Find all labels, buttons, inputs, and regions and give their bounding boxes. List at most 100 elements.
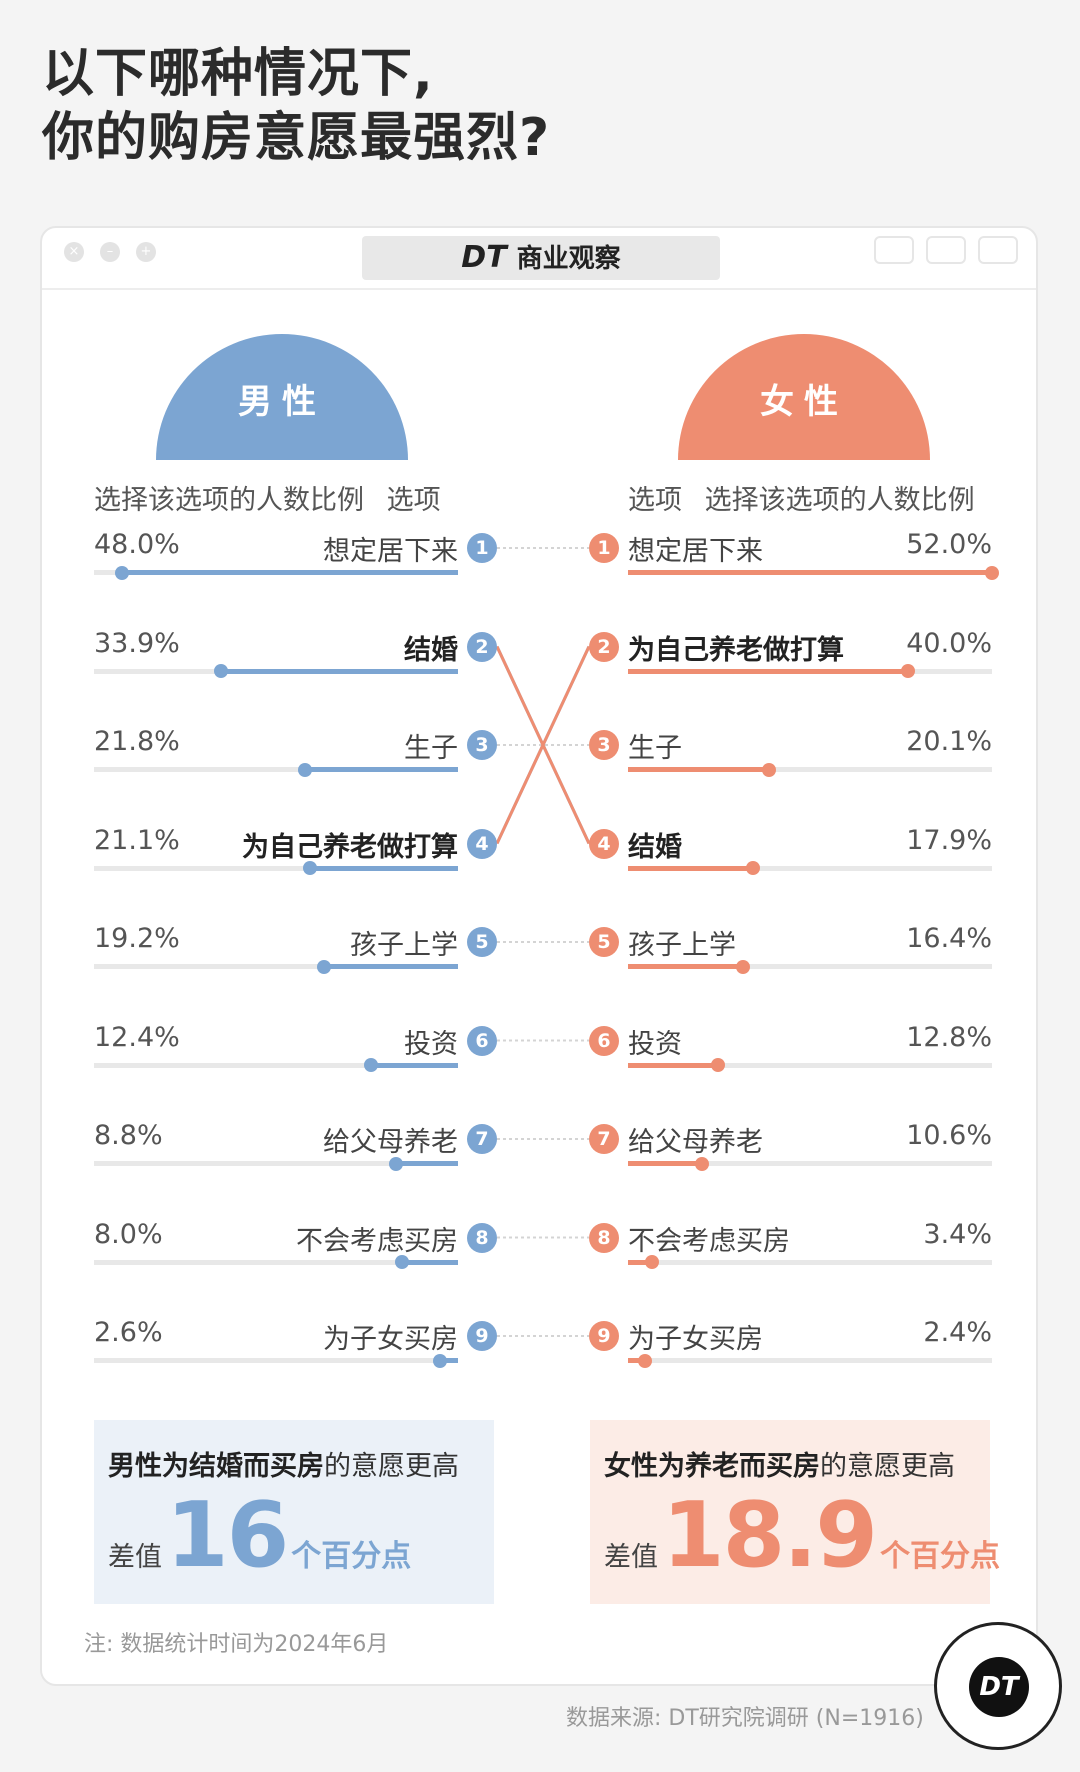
female-value-label: 3.4%: [923, 1218, 992, 1250]
male-rank-badge: 4: [467, 828, 497, 859]
male-callout-row: 差值16 个百分点: [108, 1483, 411, 1588]
record-icon: [874, 236, 914, 264]
male-value-label: 12.4%: [94, 1021, 180, 1053]
female-rank-badge: 4: [589, 828, 619, 859]
male-bar-track: [94, 767, 458, 772]
female-rank-badge: 6: [589, 1025, 619, 1056]
female-bar: [628, 1358, 645, 1363]
female-bar: [628, 964, 743, 969]
male-option-label: 想定居下来: [323, 536, 458, 567]
male-option-label: 生子: [404, 733, 458, 764]
male-bar-dot: [303, 861, 318, 875]
male-option-label: 孩子上学: [350, 930, 458, 961]
female-bar-dot: [735, 959, 750, 974]
male-rank-badge: 8: [467, 1222, 497, 1253]
male-bar-track: [94, 964, 458, 969]
female-bar-track: [628, 1062, 992, 1068]
female-callout-bold: 女性为养老而买房: [604, 1451, 820, 1482]
brand-name: 商业观察: [516, 244, 621, 274]
female-diff-label: 差值: [604, 1542, 658, 1573]
male-option-label: 为子女买房: [323, 1324, 458, 1355]
female-bar-track: [628, 1358, 992, 1363]
male-value-label: 8.0%: [94, 1218, 163, 1250]
male-value-label: 21.8%: [94, 726, 180, 757]
female-diff-value: 18.9: [662, 1483, 878, 1588]
male-rank-badge: 3: [467, 730, 497, 760]
female-option-label: 生子: [628, 733, 682, 764]
male-bar-track: [94, 1062, 458, 1068]
male-bar-dot: [395, 1255, 409, 1269]
male-bar-dot: [389, 1156, 404, 1171]
male-value-label: 33.9%: [94, 627, 180, 659]
male-rank-badge: 9: [467, 1321, 497, 1351]
window-bar: × – + DT 商业观察: [42, 228, 1036, 290]
male-value-label: 8.8%: [94, 1120, 163, 1151]
dt-logo: DT: [934, 1622, 1062, 1750]
title-line-1: 以下哪种情况下,: [42, 44, 434, 104]
data-source: 数据来源: DT研究院调研 (N=1916): [566, 1706, 924, 1731]
page-title: 以下哪种情况下, 你的购房意愿最强烈?: [42, 42, 550, 170]
female-bar: [628, 767, 769, 772]
female-bar-track: [628, 964, 992, 969]
female-value-label: 20.1%: [906, 726, 992, 757]
female-value-label: 2.4%: [923, 1317, 992, 1348]
male-diff-value: 16: [166, 1483, 289, 1588]
male-bar: [402, 1259, 458, 1265]
minimize-icon: –: [100, 242, 120, 262]
male-bar-track: [94, 1358, 458, 1363]
male-callout-head: 男性为结婚而买房的意愿更高: [108, 1444, 480, 1483]
male-bar-dot: [213, 664, 228, 678]
female-bar-dot: [746, 861, 761, 875]
title-line-2: 你的购房意愿最强烈?: [42, 108, 551, 168]
maximize-icon: +: [136, 242, 156, 262]
footnote: 注: 数据统计时间为2024年6月: [84, 1632, 389, 1657]
female-callout: 女性为养老而买房的意愿更高 差值18.9 个百分点: [590, 1420, 1000, 1604]
male-value-label: 19.2%: [94, 923, 180, 954]
male-bar: [396, 1161, 458, 1166]
male-value-label: 2.6%: [94, 1317, 163, 1348]
male-bar-track: [94, 1161, 458, 1166]
female-callout-head: 女性为养老而买房的意愿更高: [604, 1444, 976, 1483]
male-value-label: 48.0%: [94, 529, 180, 560]
male-column-header: 选择该选项的人数比例 选项: [94, 478, 441, 517]
female-bar: [628, 668, 908, 674]
female-bar: [628, 1062, 718, 1068]
male-callout: 男性为结婚而买房的意愿更高 差值16 个百分点: [94, 1420, 494, 1604]
female-bar-dot: [695, 1156, 710, 1171]
female-bar-dot: [985, 565, 999, 580]
male-callout-bold: 男性为结婚而买房: [108, 1451, 324, 1482]
male-bar: [323, 964, 458, 969]
female-option-label: 为子女买房: [628, 1324, 763, 1355]
female-rank-badge: 2: [589, 631, 619, 662]
male-bar: [305, 767, 458, 772]
female-rank-badge: 1: [589, 533, 619, 563]
female-value-label: 10.6%: [906, 1120, 992, 1151]
male-rank-badge: 7: [467, 1124, 497, 1154]
male-rank-badge: 6: [467, 1025, 497, 1056]
male-bar: [439, 1358, 458, 1363]
female-bar-track: [628, 1161, 992, 1166]
female-bar-dot: [637, 1353, 652, 1368]
male-bar: [220, 668, 458, 674]
male-bar-dot: [115, 565, 129, 580]
female-value-label: 52.0%: [906, 529, 992, 560]
male-callout-rest: 的意愿更高: [324, 1451, 459, 1482]
male-bar-dot: [364, 1058, 379, 1072]
male-rank-badge: 2: [467, 631, 497, 662]
female-bar-dot: [761, 762, 776, 777]
female-value-label: 12.8%: [906, 1021, 992, 1053]
female-bar-track: [628, 865, 992, 871]
female-value-label: 17.9%: [906, 824, 992, 856]
male-bar-track: [94, 1259, 458, 1265]
female-value-label: 40.0%: [906, 627, 992, 659]
male-option-label: 为自己养老做打算: [242, 831, 458, 863]
male-diff-unit: 个百分点: [291, 1539, 412, 1574]
male-bar: [371, 1062, 458, 1068]
male-header-option: 选项: [386, 485, 441, 516]
male-rank-badge: 5: [467, 927, 497, 957]
dt-logo-mark: DT: [969, 1657, 1029, 1717]
female-option-label: 为自己养老做打算: [628, 634, 844, 666]
male-rank-badge: 1: [467, 533, 497, 563]
male-bar-track: [94, 865, 458, 871]
